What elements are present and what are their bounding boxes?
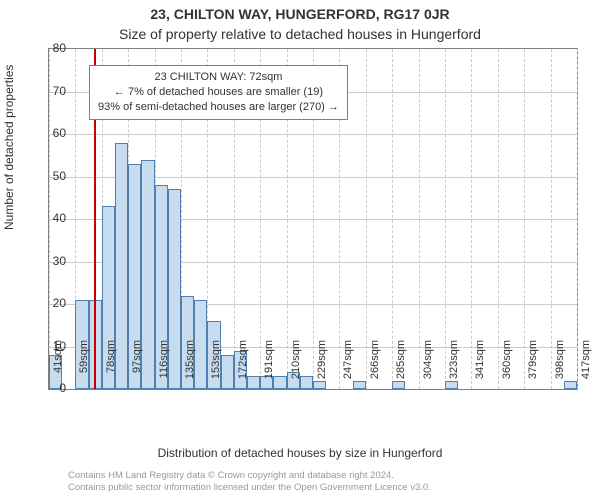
x-tick: 398sqm bbox=[554, 340, 566, 392]
gridline-v bbox=[524, 49, 525, 389]
gridline-v bbox=[577, 49, 578, 389]
histogram-bar bbox=[221, 355, 234, 389]
x-tick: 417sqm bbox=[580, 340, 592, 392]
annotation-box: 23 CHILTON WAY: 72sqm ← 7% of detached h… bbox=[89, 65, 348, 120]
x-tick: 360sqm bbox=[501, 340, 513, 392]
footer-line-1: Contains HM Land Registry data © Crown c… bbox=[68, 470, 431, 482]
page-subtitle: Size of property relative to detached ho… bbox=[0, 26, 600, 42]
page-title: 23, CHILTON WAY, HUNGERFORD, RG17 0JR bbox=[0, 6, 600, 22]
gridline-v bbox=[471, 49, 472, 389]
x-tick: 135sqm bbox=[184, 340, 196, 392]
gridline-v bbox=[419, 49, 420, 389]
histogram-bar bbox=[353, 381, 366, 390]
gridline-v bbox=[498, 49, 499, 389]
y-tick: 30 bbox=[40, 254, 66, 268]
x-axis-label: Distribution of detached houses by size … bbox=[0, 446, 600, 460]
x-tick: 153sqm bbox=[210, 340, 222, 392]
y-tick: 20 bbox=[40, 296, 66, 310]
annotation-line-3: 93% of semi-detached houses are larger (… bbox=[98, 100, 339, 115]
y-axis-label: Number of detached properties bbox=[2, 65, 16, 230]
x-tick: 323sqm bbox=[448, 340, 460, 392]
x-tick: 59sqm bbox=[78, 340, 90, 392]
histogram-bar bbox=[141, 160, 154, 390]
x-tick: 191sqm bbox=[263, 340, 275, 392]
x-tick: 304sqm bbox=[422, 340, 434, 392]
x-tick: 210sqm bbox=[290, 340, 302, 392]
x-tick: 172sqm bbox=[237, 340, 249, 392]
histogram-bar bbox=[194, 300, 207, 389]
y-tick: 40 bbox=[40, 211, 66, 225]
histogram-plot: 23 CHILTON WAY: 72sqm ← 7% of detached h… bbox=[48, 48, 578, 390]
x-tick: 116sqm bbox=[158, 340, 170, 392]
gridline-v bbox=[445, 49, 446, 389]
x-tick: 379sqm bbox=[527, 340, 539, 392]
x-tick: 78sqm bbox=[105, 340, 117, 392]
y-tick: 50 bbox=[40, 169, 66, 183]
x-tick: 41sqm bbox=[52, 340, 64, 392]
gridline-v bbox=[551, 49, 552, 389]
x-tick: 266sqm bbox=[369, 340, 381, 392]
y-tick: 60 bbox=[40, 126, 66, 140]
x-tick: 97sqm bbox=[131, 340, 143, 392]
gridline-v bbox=[392, 49, 393, 389]
x-tick: 341sqm bbox=[474, 340, 486, 392]
y-tick: 70 bbox=[40, 84, 66, 98]
gridline-v bbox=[366, 49, 367, 389]
histogram-bar bbox=[273, 376, 286, 389]
footer-attribution: Contains HM Land Registry data © Crown c… bbox=[68, 470, 431, 495]
footer-line-2: Contains public sector information licen… bbox=[68, 482, 431, 494]
annotation-line-2: ← 7% of detached houses are smaller (19) bbox=[98, 85, 339, 100]
annotation-line-1: 23 CHILTON WAY: 72sqm bbox=[98, 70, 339, 85]
y-tick: 80 bbox=[40, 41, 66, 55]
x-tick: 247sqm bbox=[342, 340, 354, 392]
x-tick: 285sqm bbox=[395, 340, 407, 392]
x-tick: 229sqm bbox=[316, 340, 328, 392]
